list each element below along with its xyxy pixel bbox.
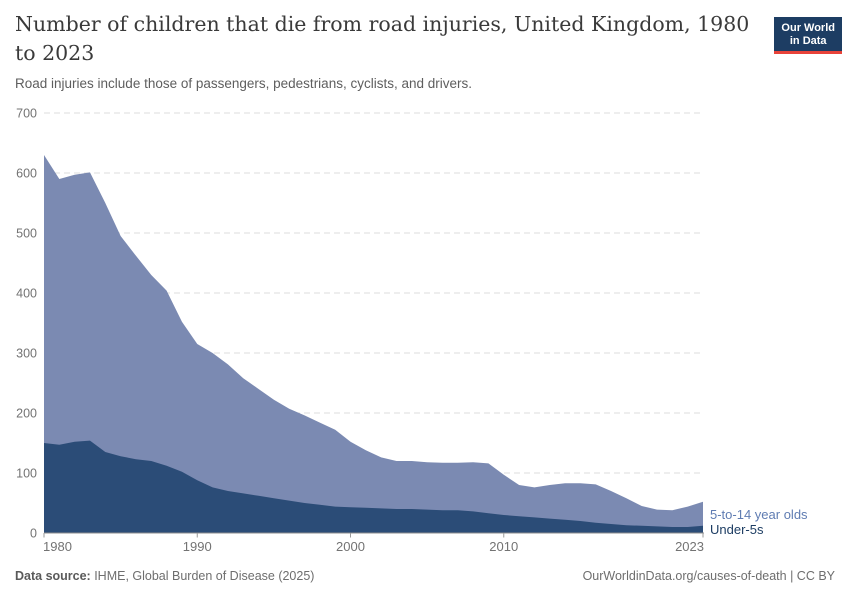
x-tick-label: 1980 <box>43 539 72 554</box>
y-tick-label: 600 <box>16 167 37 181</box>
x-tick-label: 2000 <box>336 539 365 554</box>
owid-logo: Our World in Data <box>774 17 842 55</box>
owid-logo-line2: in Data <box>789 35 827 48</box>
y-tick-label: 0 <box>30 527 37 541</box>
area-under-5s <box>44 440 703 533</box>
y-tick-label: 100 <box>16 467 37 481</box>
y-tick-label: 400 <box>16 287 37 301</box>
x-tick-label: 1990 <box>183 539 212 554</box>
owid-logo-line1: Our World <box>781 22 835 34</box>
y-tick-label: 500 <box>16 227 37 241</box>
data-source-label: Data source: <box>15 569 91 583</box>
y-tick-label: 200 <box>16 407 37 421</box>
series-label-under-5s: Under-5s <box>710 522 764 537</box>
chart-footer: Data source: IHME, Global Burden of Dise… <box>15 569 835 583</box>
page-title: Number of children that die from road in… <box>15 12 750 66</box>
data-source-value: IHME, Global Burden of Disease (2025) <box>90 569 315 583</box>
area-5-to-14-year-olds <box>44 155 703 533</box>
y-tick-label: 700 <box>16 107 37 121</box>
x-tick-label: 2023 <box>675 539 704 554</box>
x-tick-label: 2010 <box>489 539 518 554</box>
chart-subtitle: Road injuries include those of passenger… <box>15 76 472 91</box>
series-label-5-to-14: 5-to-14 year olds <box>710 507 808 522</box>
owid-credit-link[interactable]: OurWorldinData.org/causes-of-death | CC … <box>582 569 835 583</box>
y-tick-label: 300 <box>16 347 37 361</box>
